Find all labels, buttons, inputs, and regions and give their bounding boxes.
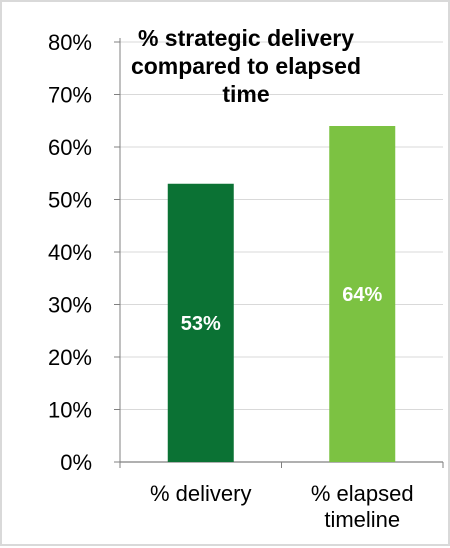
bar (167, 183, 234, 462)
y-tick-label: 70% (48, 83, 92, 108)
y-tick-label: 0% (60, 450, 92, 475)
y-tick-label: 40% (48, 240, 92, 265)
y-tick-label: 50% (48, 188, 92, 213)
chart-title-line: time (222, 81, 269, 107)
chart-title-line: % strategic delivery (138, 25, 354, 51)
y-tick-label: 80% (48, 30, 92, 55)
y-tick-label: 10% (48, 398, 92, 423)
x-category-label: % elapsed (311, 481, 414, 506)
axes: 0% 10% 20% 30% 40% 50% 60% 70% 80% % delivery % el… (48, 30, 444, 532)
bars (167, 126, 396, 462)
y-tick-label: 20% (48, 345, 92, 370)
data-label: 64% (342, 284, 382, 306)
chart-title-line: compared to elapsed (131, 53, 361, 79)
y-tick-label: 30% (48, 293, 92, 318)
data-label: 53% (181, 313, 221, 335)
x-category-label: timeline (324, 507, 400, 532)
data-labels: 53% 64% (181, 284, 383, 335)
x-category-label: % delivery (150, 481, 251, 506)
y-tick-label: 60% (48, 135, 92, 160)
bar (329, 126, 396, 462)
